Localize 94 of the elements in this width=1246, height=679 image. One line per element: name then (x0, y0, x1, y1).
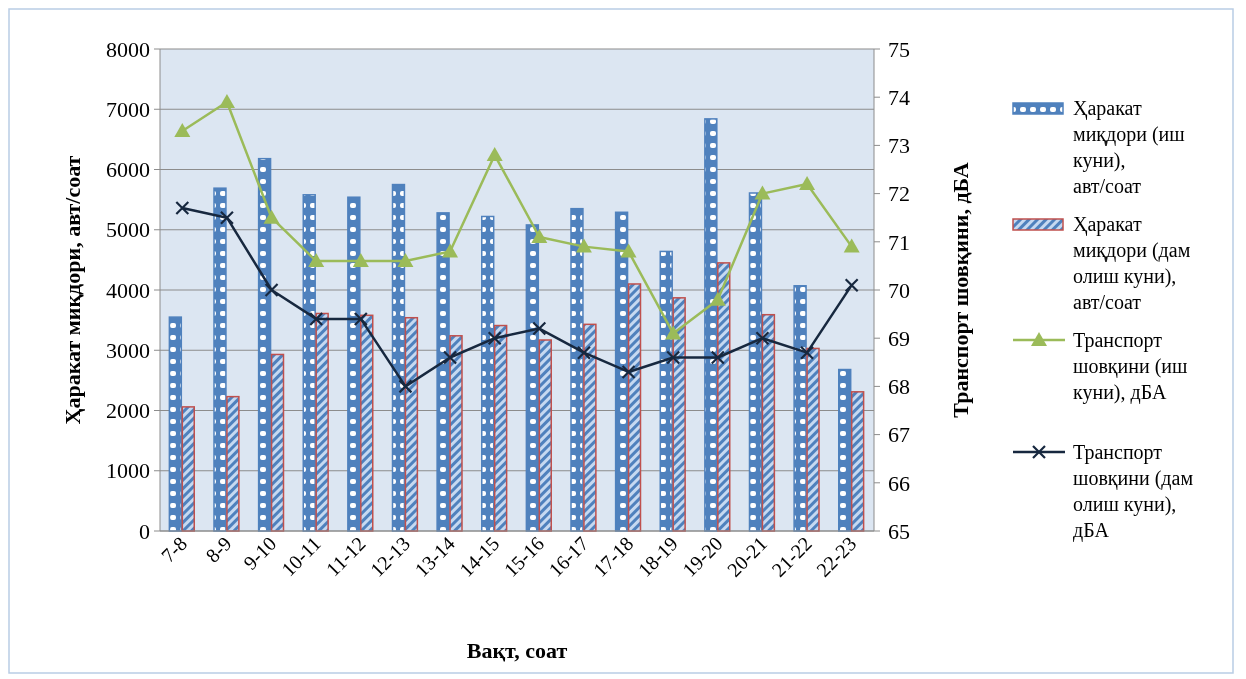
bar (302, 194, 316, 532)
point (352, 253, 369, 268)
y2-tick-label: 70 (888, 277, 910, 303)
y-axis-title: Ҳаракат миқдори, авт/соат (60, 155, 85, 425)
point (799, 345, 815, 360)
bar (347, 196, 361, 532)
point (799, 175, 816, 190)
point (710, 350, 725, 365)
point (219, 210, 235, 225)
y2-tick-label: 66 (888, 470, 910, 496)
point (620, 243, 637, 258)
legend-label: Ҳаракат миқдори (иш куни), авт/соат (1073, 97, 1186, 197)
y2-tick-label: 71 (888, 229, 910, 255)
bar (627, 283, 642, 532)
bar (838, 368, 852, 532)
point (308, 253, 325, 268)
point (844, 278, 859, 293)
bar (257, 157, 272, 532)
y-tick-label: 7000 (106, 96, 150, 122)
point (531, 228, 548, 243)
y2-axis-title: Транспорт шовқини, дБА (948, 162, 973, 418)
bar (168, 316, 183, 532)
point (175, 200, 190, 216)
point (398, 379, 413, 394)
point (486, 147, 503, 162)
y2-tick-label: 68 (888, 374, 910, 400)
bar (360, 314, 374, 532)
bar (213, 187, 227, 532)
point (218, 94, 235, 109)
legend-label: Ҳаракат миқдори (дам олиш куни), авт/соат (1073, 213, 1191, 313)
bar (538, 339, 552, 532)
y-tick-label: 4000 (106, 277, 150, 303)
y-tick-label: 8000 (106, 36, 150, 62)
x-tick-label: 8-9 (201, 532, 236, 567)
bar (404, 316, 419, 532)
bar (793, 285, 807, 532)
bar (226, 395, 240, 532)
bar (806, 347, 820, 532)
point (353, 311, 368, 327)
bar (761, 313, 776, 532)
bar (449, 335, 463, 532)
point (843, 238, 860, 253)
point (264, 282, 279, 298)
y-tick-label: 6000 (106, 157, 150, 183)
point (575, 238, 592, 253)
point (309, 311, 324, 327)
y2-tick-label: 74 (888, 84, 910, 110)
y2-tick-label: 65 (888, 518, 910, 544)
point (442, 350, 458, 365)
bar (391, 183, 406, 532)
bar (704, 118, 718, 532)
bar (315, 312, 329, 532)
bar (270, 353, 285, 532)
bar (525, 224, 540, 532)
point (621, 364, 636, 380)
y2-tick-label: 72 (888, 181, 910, 207)
bar (659, 250, 673, 532)
x-tick-label: 9-10 (238, 532, 281, 574)
bar (493, 324, 508, 532)
bar (570, 207, 584, 532)
point (442, 243, 459, 258)
point (665, 325, 682, 340)
bar (181, 406, 195, 532)
y2-tick-label: 73 (888, 133, 910, 159)
y-tick-label: 0 (139, 518, 150, 544)
bar (481, 215, 495, 532)
legend-label: Транспорт шовқини (дам олиш куни), дБА (1073, 441, 1194, 542)
y-tick-label: 2000 (106, 398, 150, 424)
point (754, 185, 771, 200)
bar (850, 391, 865, 532)
bar (614, 211, 629, 532)
legend-label: Транспорт шовқини (иш куни), дБА (1073, 329, 1189, 404)
point (487, 331, 502, 346)
point (709, 291, 726, 306)
bar (672, 297, 686, 532)
y2-tick-label: 67 (888, 422, 910, 448)
x-axis-title: Вақт, соат (466, 638, 568, 663)
bar (583, 323, 597, 532)
point (666, 350, 681, 365)
bar (717, 262, 731, 532)
point (576, 345, 592, 360)
bar (436, 212, 450, 532)
point (532, 321, 547, 336)
y-tick-label: 1000 (106, 458, 150, 484)
y-tick-label: 5000 (106, 217, 150, 243)
y-tick-label: 3000 (106, 337, 150, 363)
point (755, 331, 770, 346)
point (397, 253, 414, 268)
point (174, 122, 191, 137)
point (263, 209, 280, 224)
bar (748, 192, 763, 532)
x-tick-label: 7-8 (156, 532, 192, 567)
y2-tick-label: 75 (888, 36, 910, 62)
y2-tick-label: 69 (888, 325, 910, 351)
